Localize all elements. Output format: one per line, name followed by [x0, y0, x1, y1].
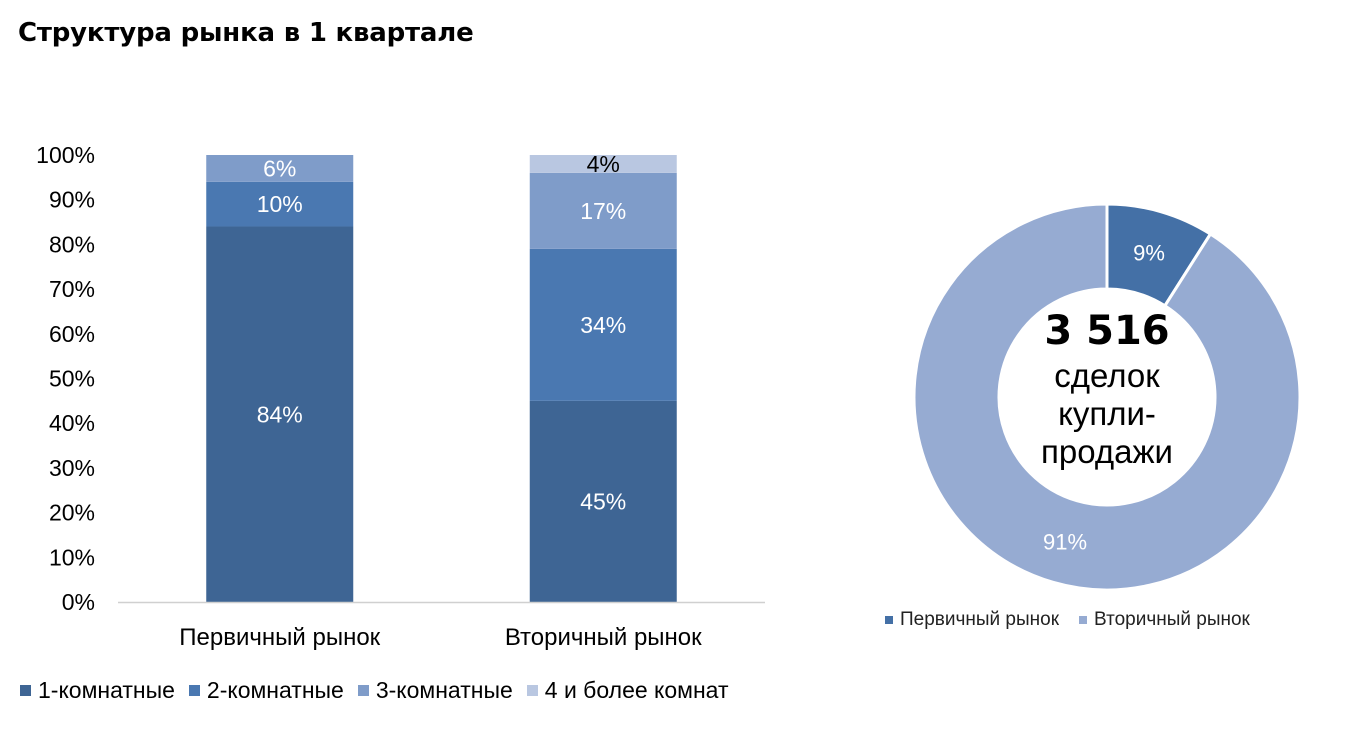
x-category-label: Вторичный рынок	[505, 624, 702, 651]
legend-item-3-комнатные: 3-комнатные	[357, 677, 513, 704]
legend-swatch	[1079, 616, 1088, 624]
legend-label: Вторичный рынок	[1094, 609, 1250, 630]
legend-label: 3-комнатные	[375, 677, 513, 703]
legend-label: 1-комнатные	[38, 677, 175, 703]
legend-swatch	[885, 616, 893, 624]
page-title: Структура рынка в 1 квартале	[18, 18, 474, 48]
y-tick-label: 90%	[49, 187, 95, 213]
bar-chart-legend: 1-комнатные 2-комнатные 3-комнатные 4 и бол…	[20, 677, 743, 704]
legend-label: Первичный рынок	[900, 609, 1060, 630]
donut-caption-line-3: продажи	[1041, 433, 1173, 470]
x-category-label: Первичный рынок	[179, 624, 380, 651]
legend-swatch	[526, 685, 538, 696]
donut-chart-legend: Первичный рынок Вторичный рынок	[885, 609, 1270, 631]
donut-data-label: 9%	[1133, 240, 1165, 265]
bar-segment-4-и-более-комнат	[529, 155, 677, 173]
bar-data-label: 17%	[580, 198, 626, 224]
y-tick-label: 20%	[49, 500, 95, 526]
legend-item-1-комнатные: 1-комнатные	[20, 677, 175, 704]
donut-total-value: 3 516	[1044, 308, 1170, 354]
legend-swatch	[357, 685, 369, 696]
bar-data-label: 34%	[580, 312, 626, 338]
donut-data-label: 91%	[1043, 530, 1087, 555]
bar-data-label: 4%	[587, 151, 620, 177]
bar-segment-2-комнатные	[206, 181, 354, 227]
bar-segment-3-комнатные	[529, 172, 677, 249]
y-tick-label: 100%	[36, 142, 95, 168]
bar-segment-3-комнатные	[206, 155, 354, 182]
legend-item-первичный-рынок: Первичный рынок	[885, 609, 1059, 631]
legend-swatch	[20, 685, 31, 696]
bar-segment-1-комнатные	[206, 226, 354, 602]
donut-slice-первичный-рынок	[1105, 202, 1213, 308]
legend-label: 2-комнатные	[206, 677, 344, 703]
y-tick-label: 30%	[49, 455, 95, 481]
bar-data-label: 6%	[263, 155, 296, 181]
donut-caption-line-1: сделок	[1054, 357, 1160, 394]
donut-center-label: 3 516 сделок купли- продажи	[1007, 305, 1207, 471]
bar-segment-1-комнатные	[529, 400, 677, 602]
legend-label: 4 и более комнат	[544, 677, 729, 703]
legend-item-4-и-более-комнат: 4 и более комнат	[526, 677, 729, 704]
y-tick-label: 80%	[49, 231, 95, 257]
stacked-bar-chart: 0% 10% 20% 30% 40% 50% 60% 70% 80% 90% 100% 84% 10% 6…	[36, 142, 765, 651]
bar-data-label: 84%	[257, 401, 303, 427]
legend-swatch	[188, 685, 200, 696]
bar-data-label: 45%	[580, 488, 626, 514]
y-tick-label: 70%	[49, 276, 95, 302]
legend-item-вторичный-рынок: Вторичный рынок	[1079, 609, 1250, 631]
bar-data-label: 10%	[257, 191, 303, 217]
y-tick-label: 40%	[49, 410, 95, 436]
bar-segment-2-комнатные	[529, 248, 677, 401]
legend-item-2-комнатные: 2-комнатные	[188, 677, 344, 704]
y-tick-label: 10%	[49, 544, 95, 570]
y-tick-label: 0%	[62, 589, 95, 615]
y-tick-label: 60%	[49, 321, 95, 347]
y-tick-label: 50%	[49, 366, 95, 392]
donut-caption-line-2: купли-	[1058, 395, 1156, 432]
